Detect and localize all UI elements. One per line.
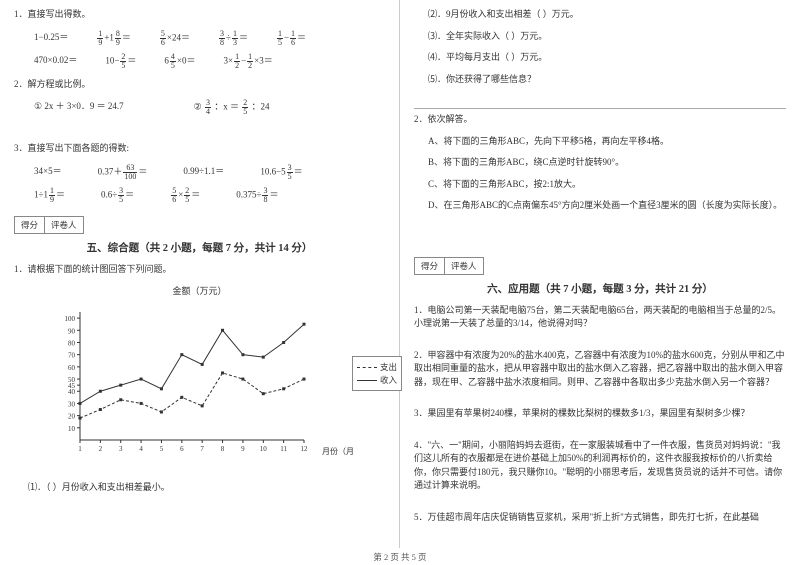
- score-box-right: 得分 评卷人: [414, 257, 484, 275]
- svg-text:60: 60: [68, 364, 76, 372]
- score-box-left: 得分 评卷人: [14, 216, 84, 234]
- section5-title: 五、综合题（共 2 小题，每题 7 分，共计 14 分）: [14, 240, 385, 255]
- chart-question: 1．请根据下面的统计图回答下列问题。: [14, 263, 385, 277]
- sub-questions: ⑵．9月份收入和支出相差（ ）万元。⑶．全年实际收入（ ）万元。⑷．平均每月支出…: [414, 8, 786, 86]
- page-footer: 第 2 页 共 5 页: [0, 551, 800, 563]
- svg-text:4: 4: [139, 445, 143, 453]
- svg-text:月份（月）: 月份（月）: [322, 446, 354, 456]
- q3-row1: 34×5＝0.37＋63100＝0.99÷1.1＝10.6−535＝: [14, 164, 385, 181]
- legend-income-label: 收入: [380, 374, 397, 386]
- svg-text:20: 20: [68, 413, 76, 421]
- chart-svg: 10203040455060708090100123456789101112月份…: [54, 301, 354, 471]
- svg-text:1: 1: [78, 445, 82, 453]
- svg-text:9: 9: [241, 445, 245, 453]
- right-column: ⑵．9月份收入和支出相差（ ）万元。⑶．全年实际收入（ ）万元。⑷．平均每月支出…: [400, 0, 800, 548]
- q1-row2: 470×0.02＝10−25＝645×0＝3×12−12×3＝: [14, 53, 385, 70]
- left-column: 1．直接写出得数。 1−0.25＝19+189＝56×24＝38÷13＝15−1…: [0, 0, 400, 548]
- chart-title: 金额（万元）: [14, 284, 385, 297]
- q1-row1: 1−0.25＝19+189＝56×24＝38÷13＝15−16＝: [14, 30, 385, 47]
- legend-expense-label: 支出: [380, 361, 397, 373]
- svg-text:2: 2: [99, 445, 103, 453]
- legend-expense: 支出: [357, 361, 397, 373]
- svg-text:10: 10: [260, 445, 268, 453]
- svg-text:50: 50: [68, 376, 76, 384]
- svg-text:5: 5: [160, 445, 164, 453]
- rq2-title: 2．依次解答。: [414, 113, 786, 127]
- section6-title: 六、应用题（共 7 小题，每题 3 分，共计 21 分）: [414, 281, 786, 296]
- svg-text:10: 10: [68, 425, 76, 433]
- svg-text:3: 3: [119, 445, 123, 453]
- svg-text:7: 7: [200, 445, 204, 453]
- svg-text:90: 90: [68, 327, 76, 335]
- svg-text:100: 100: [65, 315, 76, 323]
- line-chart: 10203040455060708090100123456789101112月份…: [54, 301, 354, 471]
- svg-text:8: 8: [221, 445, 225, 453]
- svg-text:6: 6: [180, 445, 184, 453]
- legend-dash-icon: [357, 367, 377, 368]
- grader-label: 评卷人: [45, 217, 83, 233]
- legend-income: 收入: [357, 374, 397, 386]
- rq2-items: A、将下面的三角形ABC，先向下平移5格，再向左平移4格。B、将下面的三角形AB…: [414, 135, 786, 213]
- svg-text:11: 11: [280, 445, 287, 453]
- q3-row2: 1÷119＝0.6÷35＝56×25＝0.375÷38＝: [14, 187, 385, 204]
- score-label: 得分: [15, 217, 45, 233]
- svg-text:80: 80: [68, 339, 76, 347]
- page: 1．直接写出得数。 1−0.25＝19+189＝56×24＝38÷13＝15−1…: [0, 0, 800, 548]
- q2-title: 2．解方程或比例。: [14, 78, 385, 92]
- q2-items: ① 2x ＋ 3×0．9 ＝ 24.7② 34 ：x ＝ 25 ：24: [14, 99, 385, 116]
- legend-solid-icon: [357, 380, 377, 381]
- q3-title: 3．直接写出下面各题的得数:: [14, 142, 385, 156]
- application-questions: 1．电脑公司第一天装配电脑75台，第二天装配电脑65台，两天装配的电脑相当于总量…: [414, 304, 786, 525]
- q1-title: 1．直接写出得数。: [14, 8, 385, 22]
- svg-text:12: 12: [301, 445, 309, 453]
- grader-label-r: 评卷人: [445, 258, 483, 274]
- sub-q1: ⑴．（ ）月份收入和支出相差最小。: [14, 481, 385, 495]
- chart-legend: 支出 收入: [352, 356, 402, 391]
- score-label-r: 得分: [415, 258, 445, 274]
- svg-text:30: 30: [68, 400, 76, 408]
- svg-text:70: 70: [68, 352, 76, 360]
